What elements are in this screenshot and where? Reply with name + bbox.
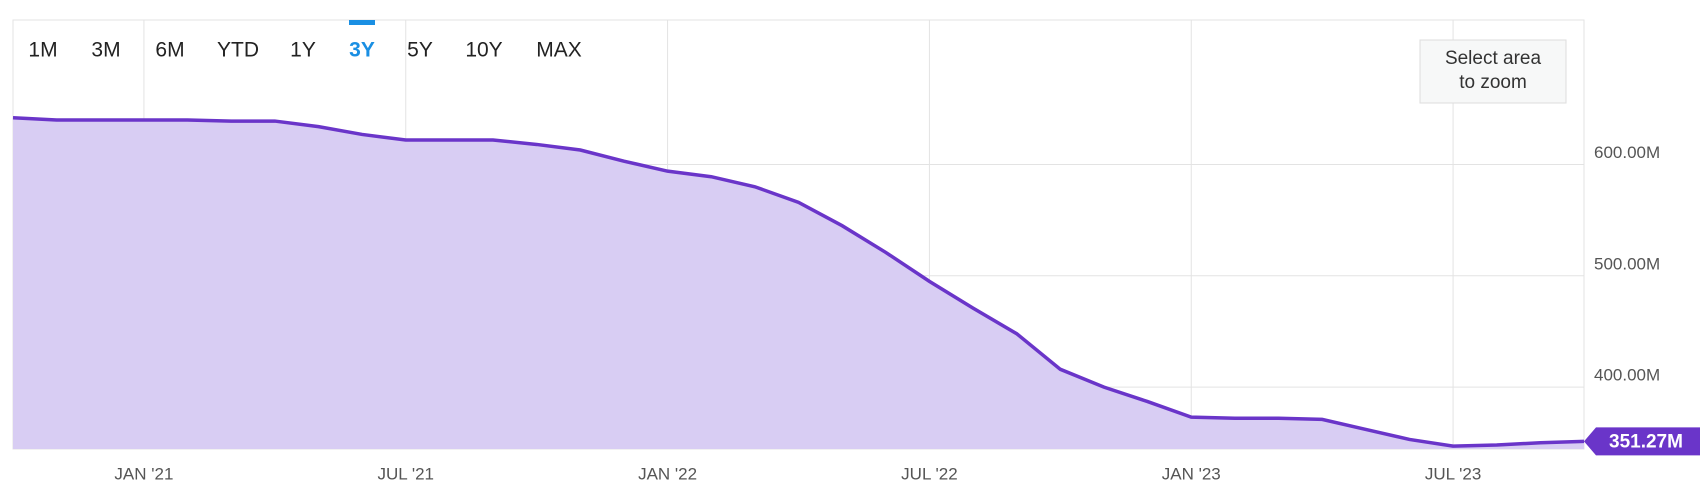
range-button[interactable]: 10Y [465,39,502,62]
x-tick-label: JUL '22 [901,464,957,483]
range-button[interactable]: 6M [155,39,184,62]
zoom-hint: Select area [1445,48,1542,69]
x-tick-label: JAN '23 [1162,464,1221,483]
zoom-hint: to zoom [1459,72,1527,93]
range-button[interactable]: 3M [91,39,120,62]
y-tick-label: 400.00M [1594,366,1660,385]
zoom-hint-box [1419,39,1567,104]
current-value-tag [1584,427,1700,456]
range-button[interactable]: 1M [28,39,57,62]
area [13,117,1584,450]
range-button[interactable]: YTD [217,39,259,62]
range-button[interactable]: 1Y [290,39,316,62]
x-tick-label: JAN '22 [638,464,697,483]
range-button[interactable]: MAX [536,39,582,62]
current-value-label: 351.27M [1609,431,1683,452]
y-tick-label: 600.00M [1594,143,1660,162]
y-tick-label: 500.00M [1594,254,1660,273]
x-tick-label: JUL '21 [378,464,434,483]
line [12,115,1585,448]
range-button[interactable]: 3Y [349,39,375,62]
x-tick-label: JAN '21 [114,464,173,483]
x-tick-label: JUL '23 [1425,464,1481,483]
range-button[interactable]: 5Y [407,39,433,62]
selected-indicator [349,20,375,25]
